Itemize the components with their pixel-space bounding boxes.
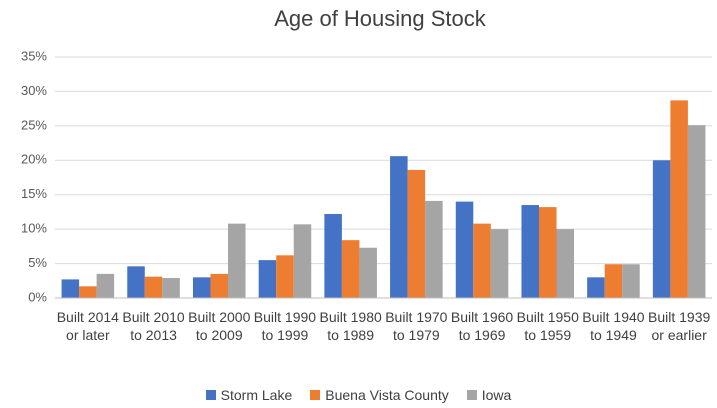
bar [359,247,377,298]
bar [490,229,509,298]
legend-item: Buena Vista County [310,387,449,403]
bar [144,276,163,298]
bar [324,213,342,298]
y-tick-label: 5% [28,255,47,270]
y-tick-label: 15% [21,186,47,201]
bar [687,125,706,298]
x-tick-label: Built 1950 to 1959 [516,309,579,343]
bar [192,277,211,298]
x-tick-label: Built 1990 to 1999 [253,309,317,343]
bar [127,266,145,298]
bar [556,229,575,298]
bar [390,156,408,298]
y-tick-label: 10% [21,221,47,236]
legend-item: Iowa [466,387,512,403]
legend-label: Buena Vista County [325,387,449,403]
bar [210,273,229,298]
bar [473,223,491,298]
y-tick-label: 0% [28,289,47,304]
x-tick-label: Built 1960 to 1969 [450,309,514,343]
x-tick-label: Built 1939 or earlier [648,309,711,343]
x-tick-label: Built 2014 or later [56,309,119,343]
legend-label: Iowa [481,387,512,403]
y-tick-label: 35% [21,48,47,63]
bar [587,277,605,298]
bar [538,207,557,298]
bar [670,100,688,298]
bar [79,286,97,298]
bar [341,240,360,298]
legend-swatch [310,390,321,400]
y-tick-label: 20% [21,152,47,167]
bar [407,169,426,298]
bar [622,264,640,298]
bar [162,278,180,298]
chart-title: Age of Housing Stock [274,6,487,31]
bar [425,200,443,298]
bar [96,273,115,298]
bar [521,205,539,298]
x-tick-label: Built 1940 to 1949 [582,309,645,343]
legend-label: Storm Lake [220,387,293,403]
bar [604,264,623,298]
x-tick-label: Built 2010 to 2013 [122,309,185,343]
legend-swatch [205,390,216,400]
legend-item: Storm Lake [205,387,293,403]
bar [276,255,294,298]
bar [228,223,246,298]
bar [293,224,312,298]
x-tick-label: Built 2000 to 2009 [188,309,251,343]
bar [61,279,80,298]
y-tick-label: 30% [21,83,47,98]
legend: Storm Lake Buena Vista County Iowa [0,387,717,403]
legend-swatch [466,390,477,400]
x-tick-label: Built 1970 to 1979 [385,309,448,343]
bar [652,160,671,298]
bar [258,260,277,298]
x-tick-label: Built 1980 to 1989 [319,309,382,343]
y-tick-label: 25% [21,117,47,132]
bar [455,201,474,298]
